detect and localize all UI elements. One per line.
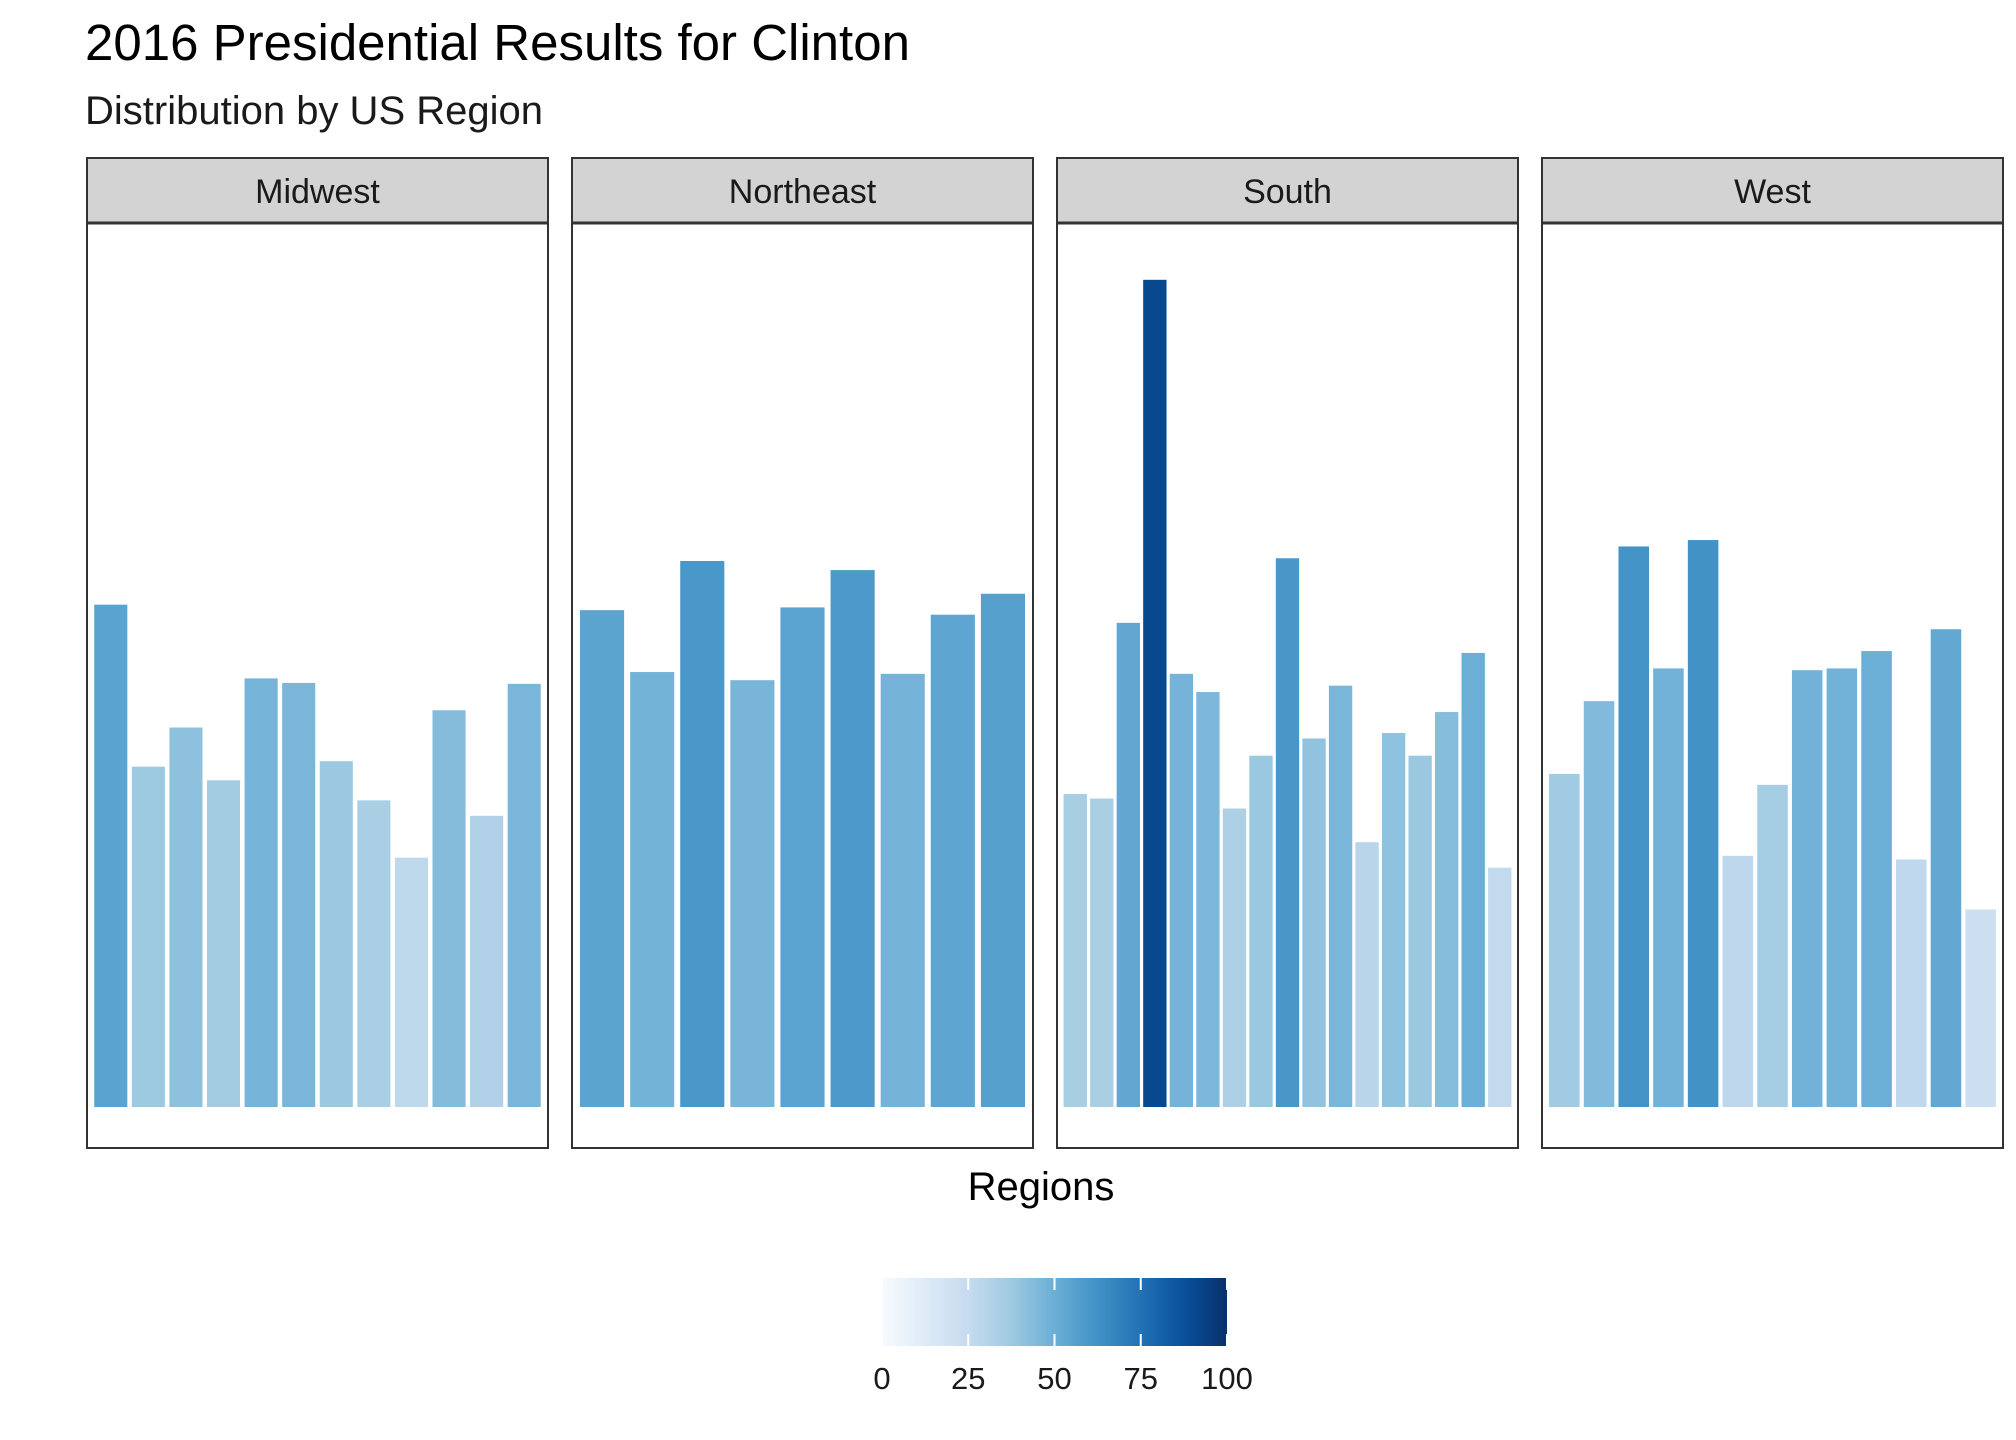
bar [1549, 773, 1580, 1107]
bar [357, 800, 391, 1107]
bar [1381, 732, 1406, 1107]
facet-strip [1056, 157, 1519, 224]
bar [730, 680, 775, 1107]
bar [780, 607, 825, 1107]
bar [1090, 798, 1114, 1107]
bar [1196, 692, 1220, 1107]
bar [1143, 279, 1167, 1107]
facet-west: West [1541, 157, 2004, 1149]
legend-tick-label: 100 [1201, 1361, 1253, 1396]
facet-strip [86, 157, 549, 224]
bar [1757, 784, 1788, 1107]
color-legend: 0 25 50 75 100 [873, 1278, 1253, 1396]
bar [880, 673, 925, 1107]
facet-midwest: Midwest [86, 157, 549, 1149]
bar [1355, 842, 1379, 1107]
bar [580, 610, 625, 1107]
bar [680, 561, 725, 1107]
bar [1328, 685, 1353, 1107]
bar [1930, 629, 1962, 1107]
bar [1116, 622, 1140, 1107]
bar [131, 766, 165, 1107]
facet-strip [571, 157, 1034, 224]
chart-subtitle: Distribution by US Region [85, 89, 543, 133]
bar [1861, 651, 1892, 1107]
bar [1791, 670, 1823, 1107]
bar [470, 815, 504, 1107]
bar [1302, 738, 1326, 1107]
facet-northeast: Northeast [571, 157, 1034, 1149]
bar [169, 727, 203, 1107]
bar [1275, 558, 1300, 1107]
bar [1826, 668, 1858, 1107]
legend-tick-label: 75 [1124, 1361, 1158, 1396]
bar [244, 678, 278, 1107]
legend-tick-label: 25 [951, 1361, 985, 1396]
bar [207, 780, 241, 1107]
bar [1653, 668, 1684, 1107]
bar [1618, 546, 1649, 1107]
bar [1687, 540, 1719, 1107]
bar [319, 761, 353, 1107]
facet-label: Northeast [729, 173, 877, 211]
bar [1896, 859, 1927, 1107]
facet-label: South [1243, 173, 1332, 211]
bar [630, 672, 675, 1107]
legend-tick-label: 50 [1037, 1361, 1071, 1396]
facet-label: West [1734, 173, 1811, 211]
facet-label: Midwest [255, 173, 380, 211]
bar [1722, 855, 1754, 1107]
facet-panels: Midwest Northeast South West [86, 157, 2004, 1149]
legend-tick-label: 0 [873, 1361, 890, 1396]
bar [1583, 701, 1615, 1107]
bar [1965, 909, 1996, 1107]
bar [1063, 793, 1087, 1107]
chart-title: 2016 Presidential Results for Clinton [85, 14, 910, 71]
x-axis-label: Regions [968, 1165, 1115, 1209]
bar [282, 682, 316, 1107]
bar [1169, 673, 1194, 1107]
bar [830, 570, 875, 1107]
bar [980, 593, 1025, 1107]
bar [1461, 652, 1485, 1107]
bar [1488, 867, 1512, 1107]
bar [507, 683, 541, 1107]
facet-south: South [1056, 157, 1519, 1149]
bar [94, 604, 128, 1107]
facet-strip [1541, 157, 2004, 224]
bar [1222, 808, 1247, 1107]
bar [1435, 712, 1459, 1107]
bar [930, 614, 975, 1107]
bar [432, 710, 466, 1107]
bar [1249, 755, 1273, 1107]
bar [1408, 755, 1432, 1107]
bar [394, 857, 428, 1107]
